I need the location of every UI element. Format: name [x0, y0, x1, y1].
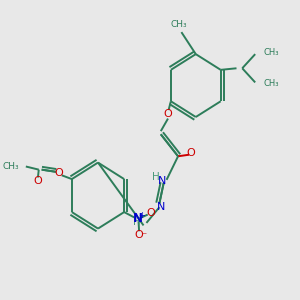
Text: H: H — [152, 172, 160, 182]
Text: O: O — [146, 208, 155, 218]
Text: CH₃: CH₃ — [170, 20, 187, 29]
Text: CH₃: CH₃ — [264, 48, 279, 57]
Text: H: H — [133, 217, 141, 227]
Text: O: O — [164, 109, 172, 119]
Text: ⁻: ⁻ — [142, 232, 147, 242]
Text: N: N — [157, 202, 165, 212]
Text: CH₃: CH₃ — [264, 80, 279, 88]
Text: CH₃: CH₃ — [2, 162, 19, 171]
Text: O: O — [55, 168, 63, 178]
Text: N: N — [133, 212, 143, 225]
Text: O: O — [187, 148, 195, 158]
Text: N: N — [158, 176, 166, 186]
Text: O: O — [135, 230, 143, 240]
Text: +: + — [139, 211, 145, 220]
Text: O: O — [33, 176, 42, 186]
